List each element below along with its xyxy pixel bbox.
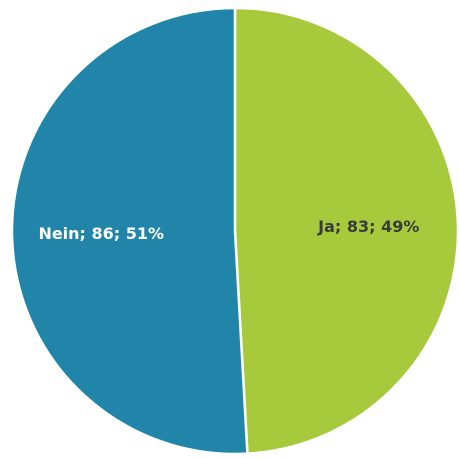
data-label: Nein; 86; 51% (38, 224, 164, 243)
data-label: Ja; 83; 49% (317, 217, 419, 236)
pie-slice (233, 6, 459, 455)
pie-slice (10, 6, 249, 456)
